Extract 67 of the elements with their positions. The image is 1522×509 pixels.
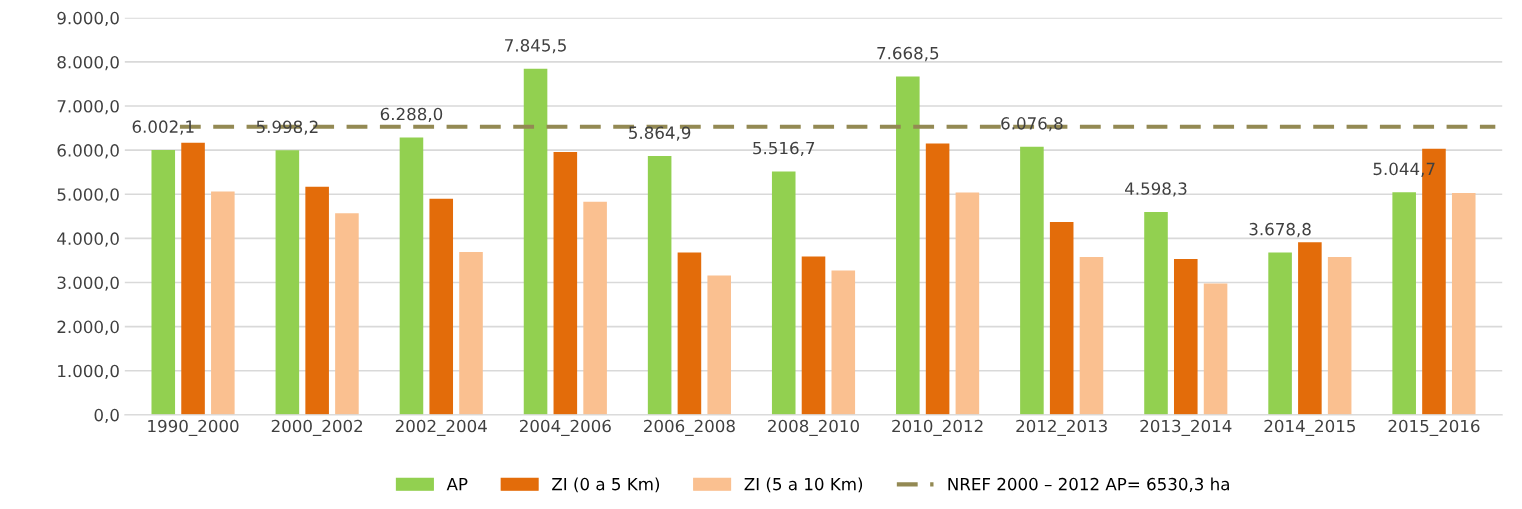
bar [305, 186, 329, 415]
bar [896, 76, 920, 415]
data-label: 4.598,3 [1125, 182, 1187, 197]
x-tick-label: 2015_2016 [1388, 419, 1480, 436]
y-tick-label: 2.000,0 [57, 320, 119, 335]
bar [583, 201, 607, 415]
bar [771, 171, 796, 415]
x-tick-label: 2014_2015 [1264, 419, 1355, 436]
legend-label: ZI (0 a 5 Km) [552, 477, 660, 493]
x-tick-label: 2004_2006 [519, 419, 611, 436]
bar [1451, 192, 1476, 415]
bar [523, 68, 548, 415]
legend-label: AP [446, 477, 468, 491]
data-label: 5.998,2 [256, 120, 318, 135]
x-tick-label: 2012_2013 [1016, 419, 1107, 436]
bar [1203, 283, 1228, 415]
x-tick-label: 2008_2010 [768, 419, 859, 436]
bar [1392, 192, 1416, 415]
x-tick-label: 2013_2014 [1140, 419, 1232, 436]
bar [275, 150, 300, 415]
x-tick-label: 2000_2002 [271, 419, 363, 436]
y-tick-label: 5.000,0 [57, 188, 119, 203]
bar [553, 151, 578, 415]
bar [925, 143, 950, 415]
y-tick-label: 7.000,0 [57, 100, 119, 115]
bar [801, 256, 826, 415]
legend-label: ZI (5 a 10 Km) [744, 477, 863, 493]
bar [1298, 242, 1322, 415]
bar [1144, 211, 1168, 415]
y-tick-label: 3.000,0 [57, 276, 119, 291]
bar [1020, 146, 1044, 415]
legend-label: NREF 2000 – 2012 AP= 6530,3 ha [948, 477, 1229, 493]
data-label: 6.288,0 [380, 107, 443, 123]
bar [399, 137, 424, 415]
y-tick-label: 9.000,0 [57, 11, 119, 27]
data-label: 6.076,8 [1001, 117, 1063, 132]
x-tick-label: 2010_2012 [892, 419, 983, 436]
x-tick-label: 2002_2004 [395, 419, 487, 436]
bar [1049, 222, 1074, 415]
data-label: 5.864,9 [629, 126, 691, 141]
y-tick-label: 1.000,0 [58, 364, 119, 379]
bar [1327, 256, 1352, 415]
bar [335, 213, 359, 415]
x-tick-label: 2006_2008 [644, 419, 735, 436]
bar [151, 150, 176, 415]
bar [181, 142, 205, 415]
bar [677, 252, 702, 415]
y-tick-label: 4.000,0 [57, 232, 119, 247]
bar [429, 198, 454, 415]
data-label: 7.668,5 [877, 46, 939, 62]
y-tick-label: 6.000,0 [57, 144, 119, 159]
data-label: 7.845,5 [505, 39, 566, 54]
data-label: 3.678,8 [1249, 222, 1311, 238]
y-tick-label: 0,0 [94, 408, 119, 424]
data-label: 5.516,7 [753, 141, 815, 157]
bar [707, 275, 731, 415]
bar [1173, 259, 1198, 415]
bar [211, 191, 235, 415]
bar [955, 192, 980, 415]
y-tick-label: 8.000,0 [57, 55, 119, 71]
bar [1268, 252, 1292, 415]
bar [831, 270, 856, 415]
bar [647, 156, 672, 415]
x-tick-label: 1990_2000 [148, 419, 239, 436]
bar [1079, 256, 1104, 415]
bar [459, 252, 483, 415]
data-label: 6.002,1 [132, 120, 194, 135]
